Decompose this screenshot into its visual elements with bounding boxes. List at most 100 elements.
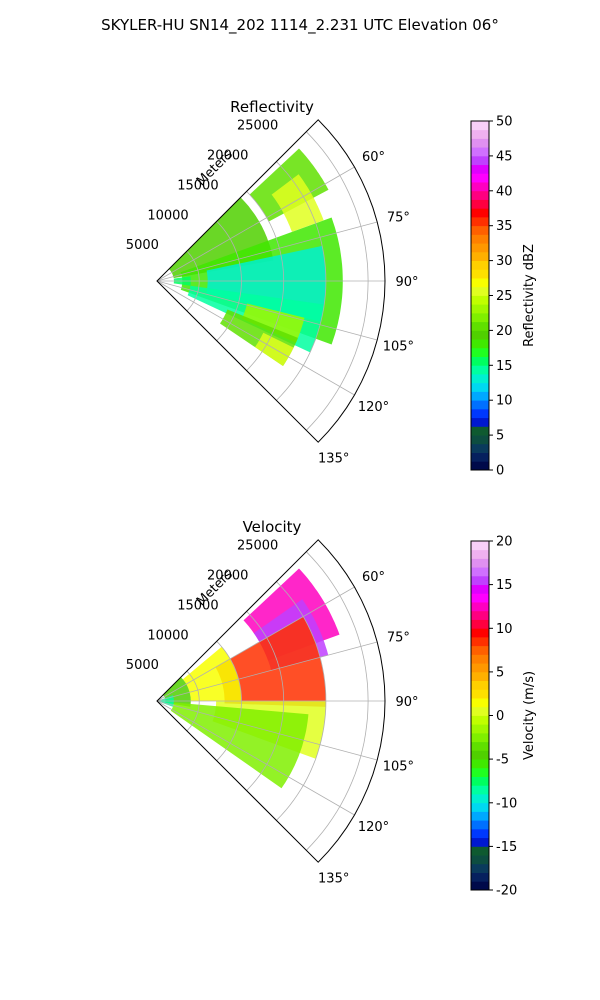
colorbar-swatch-39 [471, 541, 489, 551]
colorbar-swatch-9 [471, 802, 489, 812]
colorbar-swatch-31 [471, 610, 489, 620]
colorbar-swatch-11 [471, 785, 489, 795]
azimuth-gridline-0 [156, 586, 355, 702]
colorbar-swatch-12 [471, 776, 489, 786]
colorbar-swatch-30 [471, 619, 489, 629]
colorbar-swatch-28 [471, 216, 489, 227]
angle-tick-label-2: 90° [395, 695, 418, 710]
radial-tick-label-4: 25000 [237, 119, 278, 134]
azimuth-gridline-0 [156, 166, 355, 282]
reflectivity-title: Reflectivity [230, 98, 314, 116]
colorbar-tick-label-5: 5 [496, 665, 504, 680]
azimuth-gridline-1 [156, 641, 378, 702]
colorbar-swatch-35 [471, 575, 489, 586]
colorbar-swatch-36 [471, 567, 489, 577]
azimuth-gridline-4 [156, 280, 355, 396]
colorbar-swatch-9 [471, 382, 489, 392]
colorbar-tick-label-2: -10 [496, 796, 517, 811]
radial-tick-label-3: 20000 [207, 569, 248, 584]
colorbar-tick-label-1: -15 [496, 840, 517, 855]
colorbar-tick-label-9: 45 [496, 149, 513, 164]
colorbar-swatch-37 [471, 138, 489, 148]
colorbar-swatch-30 [471, 199, 489, 209]
colorbar-swatch-17 [471, 732, 489, 743]
colorbar-swatch-27 [471, 645, 489, 655]
colorbar-swatch-15 [471, 750, 489, 760]
colorbar-swatch-25 [471, 663, 489, 673]
colorbar-swatch-23 [471, 260, 489, 270]
colorbar-swatch-26 [471, 234, 489, 244]
velocity-labels: 5000 10000 15000 20000 25000 60° 75° 90° 105° 120… [126, 539, 419, 887]
colorbar-swatch-16 [471, 321, 489, 331]
angle-tick-label-0: 60° [362, 150, 385, 165]
plot-frame [156, 539, 386, 863]
colorbar-swatch-3 [471, 855, 489, 865]
radial-tick-label-0: 5000 [126, 658, 159, 673]
colorbar-tick-label-0: 0 [496, 464, 504, 479]
colorbar-swatch-10 [471, 794, 489, 804]
radial-tick-label-3: 20000 [207, 149, 248, 164]
colorbar-tick-label-7: 35 [496, 219, 513, 234]
radial-tick-label-1: 10000 [147, 208, 188, 223]
angle-tick-label-1: 75° [387, 630, 410, 645]
azimuth-gridline-3 [156, 700, 378, 761]
colorbar-tick-label-3: -5 [496, 753, 509, 768]
colorbar-swatch-32 [471, 602, 489, 612]
radial-tick-label-0: 5000 [126, 238, 159, 253]
colorbar-swatch-20 [471, 706, 489, 716]
colorbar-swatch-33 [471, 173, 489, 183]
colorbar-swatch-29 [471, 208, 489, 218]
colorbar-swatch-19 [471, 295, 489, 305]
data-region-7 [241, 303, 305, 343]
colorbar-swatch-34 [471, 164, 489, 174]
reflectivity-colorbar-label: Reflectivity dBZ [522, 244, 537, 347]
colorbar-swatch-23 [471, 680, 489, 690]
colorbar-swatch-2 [471, 863, 489, 873]
colorbar-swatch-12 [471, 356, 489, 366]
angle-tick-label-3: 105° [383, 340, 414, 355]
angle-tick-label-4: 120° [358, 820, 389, 835]
colorbar-swatch-27 [471, 225, 489, 235]
velocity-panel: Velocity 5000 10000 15000 20000 25000 60° 75° 9… [126, 518, 537, 899]
colorbar-swatch-26 [471, 654, 489, 664]
colorbar-swatch-3 [471, 435, 489, 445]
colorbar-swatch-15 [471, 330, 489, 340]
colorbar-swatch-17 [471, 312, 489, 323]
data-region-9 [255, 332, 294, 366]
radial-tick-label-2: 15000 [177, 178, 218, 193]
colorbar-swatch-18 [471, 304, 489, 314]
colorbar-swatch-10 [471, 374, 489, 384]
colorbar-swatch-7 [471, 820, 489, 830]
colorbar-tick-label-1: 5 [496, 429, 504, 444]
figure-title: SKYLER-HU SN14_202 1114_2.231 UTC Elevat… [101, 16, 499, 34]
colorbar-swatch-29 [471, 628, 489, 638]
colorbar-tick-label-0: -20 [496, 884, 517, 899]
velocity-title: Velocity [243, 518, 302, 536]
colorbar-swatch-38 [471, 129, 489, 139]
colorbar-swatch-5 [471, 417, 489, 427]
colorbar-swatch-16 [471, 741, 489, 751]
colorbar-swatch-1 [471, 452, 489, 462]
angle-tick-label-5: 135° [318, 452, 349, 467]
colorbar-swatch-36 [471, 147, 489, 157]
colorbar-swatch-2 [471, 443, 489, 453]
colorbar-swatch-6 [471, 408, 489, 419]
colorbar-swatch-1 [471, 872, 489, 882]
azimuth-gridline-3 [156, 280, 378, 341]
colorbar-swatch-33 [471, 593, 489, 603]
colorbar-swatch-8 [471, 391, 489, 401]
angle-tick-label-1: 75° [387, 210, 410, 225]
colorbar-swatch-20 [471, 286, 489, 296]
colorbar-tick-label-4: 20 [496, 324, 513, 339]
angle-tick-label-4: 120° [358, 400, 389, 415]
colorbar-swatch-6 [471, 828, 489, 839]
azimuth-gridline-4 [156, 700, 355, 816]
colorbar-swatch-22 [471, 269, 489, 279]
velocity-grid [156, 539, 386, 863]
colorbar-swatch-39 [471, 121, 489, 131]
colorbar-swatch-32 [471, 182, 489, 192]
colorbar-tick-label-8: 20 [496, 535, 513, 550]
colorbar-swatch-13 [471, 767, 489, 777]
colorbar-tick-label-5: 25 [496, 289, 513, 304]
